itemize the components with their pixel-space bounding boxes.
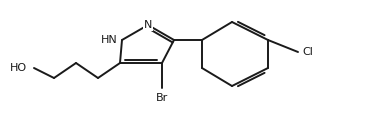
Text: Cl: Cl bbox=[302, 47, 313, 57]
Text: N: N bbox=[144, 20, 152, 30]
Text: HN: HN bbox=[101, 35, 118, 45]
Text: HO: HO bbox=[9, 63, 27, 73]
Text: Br: Br bbox=[156, 93, 168, 103]
